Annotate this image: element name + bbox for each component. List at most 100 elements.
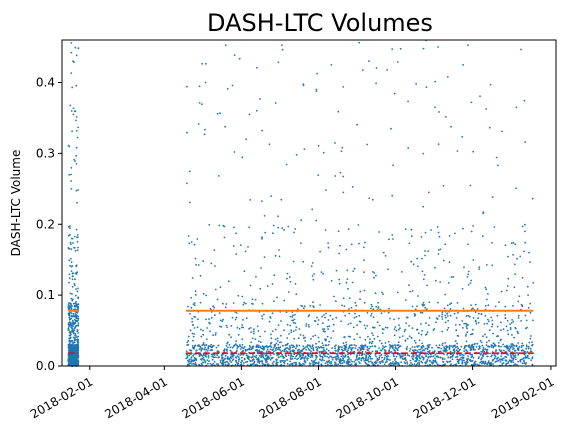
data-point: [205, 338, 208, 340]
data-point: [485, 362, 487, 365]
data-point: [308, 349, 311, 351]
data-point: [187, 235, 190, 237]
data-point: [394, 326, 397, 328]
data-point: [314, 334, 317, 337]
data-point: [399, 47, 402, 50]
data-point: [74, 304, 76, 307]
data-point: [74, 321, 77, 324]
data-point: [272, 232, 274, 235]
data-point: [73, 235, 76, 238]
data-point: [246, 364, 249, 366]
data-point: [72, 107, 75, 110]
data-point: [410, 228, 413, 231]
data-point: [509, 327, 512, 329]
data-point: [514, 326, 517, 329]
data-point: [524, 223, 526, 226]
data-point: [397, 341, 400, 344]
data-point: [203, 133, 206, 136]
data-point: [479, 339, 482, 342]
data-point: [67, 304, 70, 306]
data-point: [448, 344, 451, 347]
data-point: [209, 307, 212, 310]
data-point: [404, 228, 407, 231]
data-point: [353, 267, 356, 270]
data-point: [374, 350, 377, 353]
data-point: [280, 355, 282, 358]
data-point: [432, 361, 435, 364]
data-point: [276, 296, 278, 299]
data-point: [72, 363, 74, 366]
data-point: [324, 355, 326, 357]
data-point: [257, 344, 260, 347]
data-point: [222, 302, 224, 305]
data-point: [288, 276, 291, 278]
data-point: [358, 41, 361, 44]
data-point: [201, 103, 203, 106]
data-point: [267, 363, 270, 366]
data-point: [284, 354, 287, 356]
data-point: [451, 346, 454, 349]
data-point: [438, 315, 441, 317]
data-point: [388, 307, 390, 310]
data-point: [462, 354, 465, 357]
data-point: [317, 319, 320, 321]
data-point: [445, 347, 447, 350]
data-point: [377, 306, 380, 308]
data-point: [69, 323, 72, 325]
data-point: [348, 361, 351, 364]
y-tick-label: 0.2: [36, 217, 55, 231]
data-point: [297, 357, 300, 360]
data-point: [462, 356, 465, 359]
data-point: [397, 363, 400, 366]
data-point: [242, 303, 245, 306]
data-point: [512, 253, 514, 256]
data-point: [374, 345, 377, 348]
data-point: [432, 329, 435, 331]
data-point: [398, 353, 401, 356]
data-point: [450, 276, 453, 278]
data-point: [503, 345, 506, 348]
data-point: [70, 237, 73, 240]
data-point: [421, 311, 424, 314]
data-point: [334, 175, 337, 177]
data-point: [263, 256, 266, 258]
data-point: [361, 348, 363, 351]
data-point: [412, 349, 414, 351]
data-point: [188, 354, 191, 357]
data-point: [462, 359, 464, 362]
data-point: [69, 360, 72, 363]
data-point: [334, 347, 337, 350]
data-point: [70, 110, 73, 112]
data-point: [504, 305, 507, 308]
data-point: [395, 355, 398, 358]
data-point: [414, 341, 417, 344]
data-point: [187, 339, 190, 342]
data-point: [248, 348, 251, 351]
data-point: [405, 322, 408, 324]
data-point: [345, 361, 348, 363]
data-point: [458, 323, 461, 326]
data-point: [303, 305, 306, 308]
data-point: [441, 311, 444, 314]
data-point: [376, 358, 379, 360]
data-point: [261, 237, 263, 240]
data-point: [439, 281, 442, 283]
data-point: [308, 314, 311, 316]
data-point: [382, 251, 385, 254]
data-point: [249, 360, 252, 362]
data-point: [379, 349, 382, 352]
data-point: [318, 350, 321, 353]
data-point: [500, 290, 503, 293]
data-point: [74, 294, 77, 297]
data-point: [356, 349, 359, 351]
data-point: [391, 48, 394, 50]
data-point: [422, 205, 425, 208]
data-point: [269, 354, 272, 357]
data-point: [492, 346, 495, 349]
data-point: [529, 302, 532, 305]
data-point: [310, 350, 312, 352]
data-point: [349, 322, 352, 325]
data-point: [74, 284, 76, 287]
data-point: [421, 257, 423, 260]
data-point: [231, 346, 234, 349]
